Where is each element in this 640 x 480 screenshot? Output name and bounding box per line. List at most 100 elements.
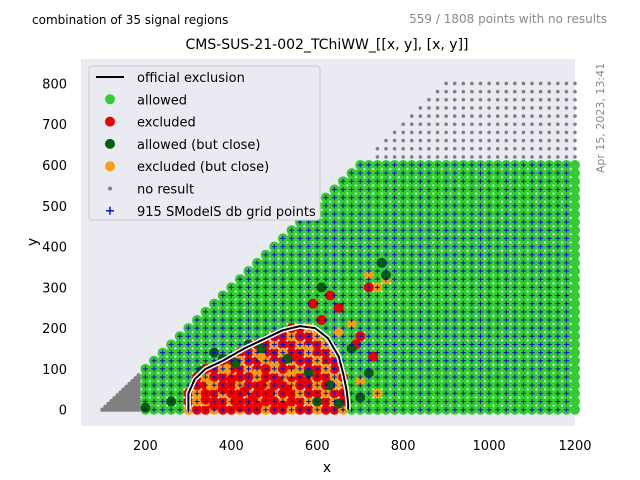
grid-point	[357, 284, 363, 290]
grid-point	[443, 170, 449, 176]
grid-point	[452, 284, 458, 290]
grid-point	[254, 333, 260, 339]
no-result-point	[470, 122, 474, 127]
grid-point	[297, 244, 303, 250]
grid-point	[246, 276, 252, 282]
grid-point	[563, 407, 569, 413]
grid-point	[538, 186, 544, 192]
grid-point	[254, 317, 260, 323]
allowed-close-point	[303, 367, 314, 378]
grid-point	[520, 162, 526, 168]
grid-point	[280, 382, 286, 388]
grid-point	[374, 235, 380, 241]
grid-point	[512, 260, 518, 266]
allowed-point	[570, 396, 580, 407]
grid-point	[246, 350, 252, 356]
grid-point	[563, 235, 569, 241]
grid-point	[469, 382, 475, 388]
grid-point	[263, 301, 269, 307]
grid-point	[280, 350, 286, 356]
grid-point	[297, 382, 303, 388]
allowed-point	[570, 217, 580, 228]
allowed-close-point	[230, 357, 241, 368]
grid-point	[452, 350, 458, 356]
grid-point	[357, 268, 363, 274]
grid-point	[331, 366, 337, 372]
no-result-point	[564, 146, 569, 151]
grid-point	[357, 162, 363, 168]
grid-point	[271, 276, 277, 282]
no-result-point	[427, 106, 431, 110]
grid-point	[409, 407, 415, 413]
grid-point	[460, 374, 466, 380]
no-result-point	[530, 97, 534, 102]
no-result-point	[127, 381, 132, 387]
allowed-close-point	[282, 353, 293, 364]
grid-point	[486, 170, 492, 176]
grid-point	[417, 186, 423, 192]
grid-point	[400, 203, 406, 209]
allowed-point	[570, 168, 580, 179]
grid-point	[452, 195, 458, 201]
grid-point	[349, 211, 355, 217]
no-result-point	[573, 138, 577, 143]
grid-point	[349, 358, 355, 364]
no-result-point	[521, 81, 526, 86]
excluded-point	[252, 400, 263, 411]
excluded-close-point	[286, 367, 297, 378]
grid-point	[185, 358, 191, 364]
grid-point	[349, 284, 355, 290]
grid-point	[435, 252, 441, 258]
grid-point	[435, 358, 441, 364]
allowed-point	[570, 266, 580, 277]
allowed-point	[570, 372, 580, 383]
grid-point	[194, 358, 200, 364]
grid-point	[237, 358, 243, 364]
grid-point	[512, 366, 518, 372]
grid-point	[409, 317, 415, 323]
grid-point	[546, 211, 552, 217]
grid-point	[374, 350, 380, 356]
grid-point	[211, 301, 217, 307]
grid-point	[280, 244, 286, 250]
allowed-point	[570, 404, 580, 415]
no-result-point	[495, 114, 500, 118]
grid-point	[366, 374, 372, 380]
no-result-point	[409, 122, 414, 127]
grid-point	[357, 170, 363, 176]
no-result-point	[478, 97, 483, 102]
grid-point	[271, 382, 277, 388]
legend-entry-label: excluded (but close)	[137, 160, 269, 175]
grid-point	[452, 301, 458, 307]
grid-point	[263, 276, 269, 282]
grid-point	[512, 399, 518, 405]
excluded-point	[282, 384, 293, 395]
grid-point	[237, 325, 243, 331]
grid-point	[366, 276, 372, 282]
grid-point	[297, 309, 303, 315]
grid-point	[254, 366, 260, 372]
grid-point	[383, 203, 389, 209]
grid-point	[400, 227, 406, 233]
grid-point	[452, 317, 458, 323]
no-result-point	[487, 146, 491, 151]
no-result-point	[547, 89, 552, 94]
grid-point	[280, 341, 286, 347]
grid-point	[443, 186, 449, 192]
grid-point	[228, 407, 234, 413]
grid-point	[563, 382, 569, 388]
grid-point	[426, 341, 432, 347]
grid-point	[486, 203, 492, 209]
grid-point	[452, 366, 458, 372]
grid-point	[237, 341, 243, 347]
grid-point	[392, 260, 398, 266]
grid-point	[460, 227, 466, 233]
grid-point	[331, 227, 337, 233]
grid-point	[443, 252, 449, 258]
excluded-point	[277, 400, 288, 411]
no-result-point	[427, 97, 431, 102]
grid-point	[314, 374, 320, 380]
no-result-point	[495, 106, 500, 110]
grid-point	[512, 268, 518, 274]
no-result-point	[573, 81, 577, 86]
